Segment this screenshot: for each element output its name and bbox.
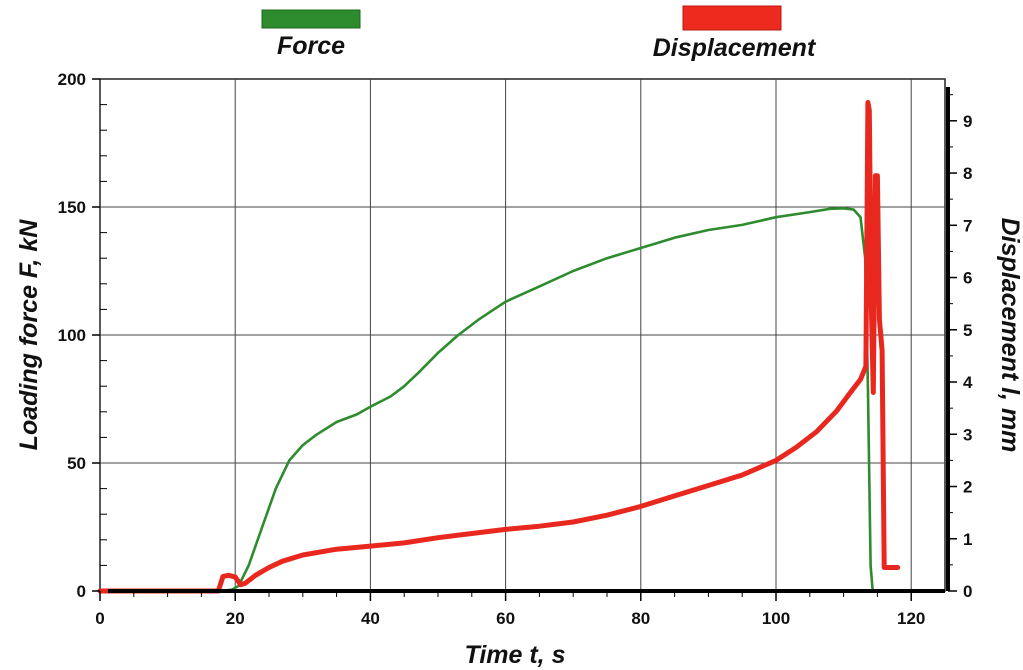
series-layer <box>97 100 901 594</box>
legend-swatch-force <box>261 9 361 29</box>
x-tick-label: 60 <box>496 609 515 628</box>
x-tick-label: 0 <box>95 609 104 628</box>
legend-swatch-displacement <box>682 5 782 31</box>
y-tick-label: 200 <box>58 70 86 89</box>
x-tick-label: 100 <box>762 609 790 628</box>
y2-axis-title: Displacement l, mm <box>996 218 1023 453</box>
y2-tick-label: 3 <box>963 425 972 444</box>
y2-tick-label: 5 <box>963 321 972 340</box>
axes-layer: 0 20 40 60 80 100 120 0 50 100 150 200 0 1 2 3 4 5 6 7 8 9 <box>58 70 973 628</box>
series-line-force <box>98 207 899 593</box>
legend-label-displacement: Displacement <box>653 34 817 62</box>
y-tick-label: 100 <box>58 326 86 345</box>
y-tick-label: 0 <box>77 582 86 601</box>
x-tick-label: 20 <box>226 609 245 628</box>
y2-tick-label: 0 <box>963 582 972 601</box>
y2-tick-label: 6 <box>963 269 972 288</box>
legend-layer: Force Displacement <box>261 5 817 62</box>
x-tick-label: 120 <box>897 609 925 628</box>
grid-layer <box>99 78 946 592</box>
series-line-displacement <box>97 100 901 594</box>
legend-label-force: Force <box>277 32 345 60</box>
y-axis-title: Loading force F, kN <box>15 219 43 451</box>
x-tick-label: 80 <box>631 609 650 628</box>
y2-tick-label: 4 <box>963 373 973 392</box>
y2-tick-label: 8 <box>963 164 972 183</box>
y-tick-label: 50 <box>67 454 86 473</box>
y2-tick-label: 9 <box>963 112 972 131</box>
x-tick-label: 40 <box>361 609 380 628</box>
x-axis-title: Time t, s <box>465 641 566 669</box>
y2-tick-label: 2 <box>963 478 972 497</box>
y-tick-label: 150 <box>58 198 86 217</box>
y2-tick-label: 7 <box>963 216 972 235</box>
y2-tick-label: 1 <box>963 530 972 549</box>
